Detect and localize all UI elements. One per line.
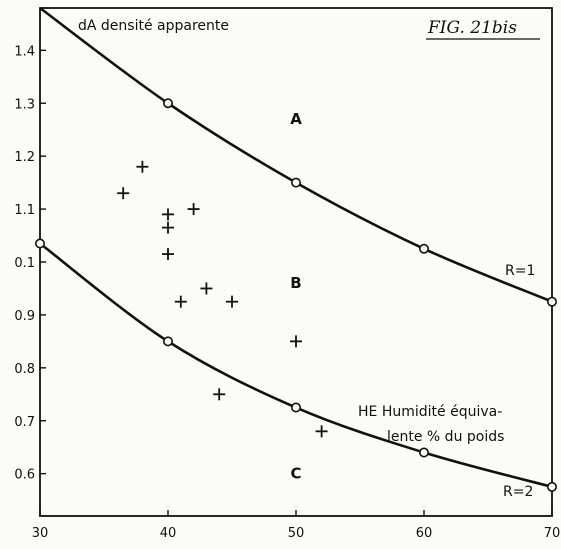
data-point xyxy=(136,160,149,173)
y-axis: 0.6 0.7 0.8 0.9 0.1 1.1 1.2 1.3 1.4 xyxy=(14,44,46,483)
curve-marker xyxy=(418,447,429,458)
data-point xyxy=(200,282,213,295)
data-point xyxy=(162,248,174,261)
y-tick-label: 1.1 xyxy=(14,203,35,218)
data-point xyxy=(226,295,238,308)
x-tick-label: 40 xyxy=(160,526,177,541)
series-label-r2: R=2 xyxy=(503,484,533,500)
curve-r1 xyxy=(39,6,553,303)
y-tick-label: 1.4 xyxy=(14,44,35,59)
y-tick-label: 1.3 xyxy=(14,97,35,112)
data-points xyxy=(117,160,328,438)
y-tick-label: 0.8 xyxy=(14,362,35,377)
curve-marker xyxy=(418,243,429,254)
y-tick-label: 0.7 xyxy=(14,415,35,430)
data-point xyxy=(117,187,130,200)
data-point xyxy=(162,208,174,221)
curve-marker xyxy=(546,296,557,307)
data-point xyxy=(174,295,187,308)
figure-label: FIG. 21bis xyxy=(427,18,517,38)
x-tick-label: 60 xyxy=(416,526,433,541)
curve-marker xyxy=(546,481,557,492)
x-tick-label: 70 xyxy=(544,526,561,541)
y-axis-label: dA densité apparente xyxy=(78,18,229,34)
zone-label-b: B xyxy=(290,274,301,292)
zone-label-c: C xyxy=(290,465,301,483)
y-tick-label: 0.1 xyxy=(14,256,35,271)
x-axis-label-line-2: lente % du poids xyxy=(387,429,504,445)
y-tick-label: 0.9 xyxy=(14,309,35,324)
curve-marker xyxy=(290,402,301,413)
zone-label-a: A xyxy=(290,110,302,128)
x-tick-label: 30 xyxy=(32,526,49,541)
curve-marker xyxy=(163,336,174,347)
curve-marker xyxy=(163,98,174,109)
data-point xyxy=(162,221,174,234)
x-tick-label: 50 xyxy=(288,526,305,541)
data-point xyxy=(213,388,226,401)
y-tick-label: 0.6 xyxy=(14,468,35,483)
curve-markers xyxy=(34,98,557,492)
series-label-r1: R=1 xyxy=(505,263,535,279)
curve-marker xyxy=(290,177,301,188)
x-axis: 30 40 50 60 70 xyxy=(32,510,561,541)
data-point xyxy=(315,425,328,438)
data-point xyxy=(187,203,200,216)
data-point xyxy=(290,335,302,348)
curve-marker xyxy=(34,238,45,249)
y-tick-label: 1.2 xyxy=(14,150,35,165)
x-axis-label-line-1: HE Humidité équiva- xyxy=(358,404,502,420)
